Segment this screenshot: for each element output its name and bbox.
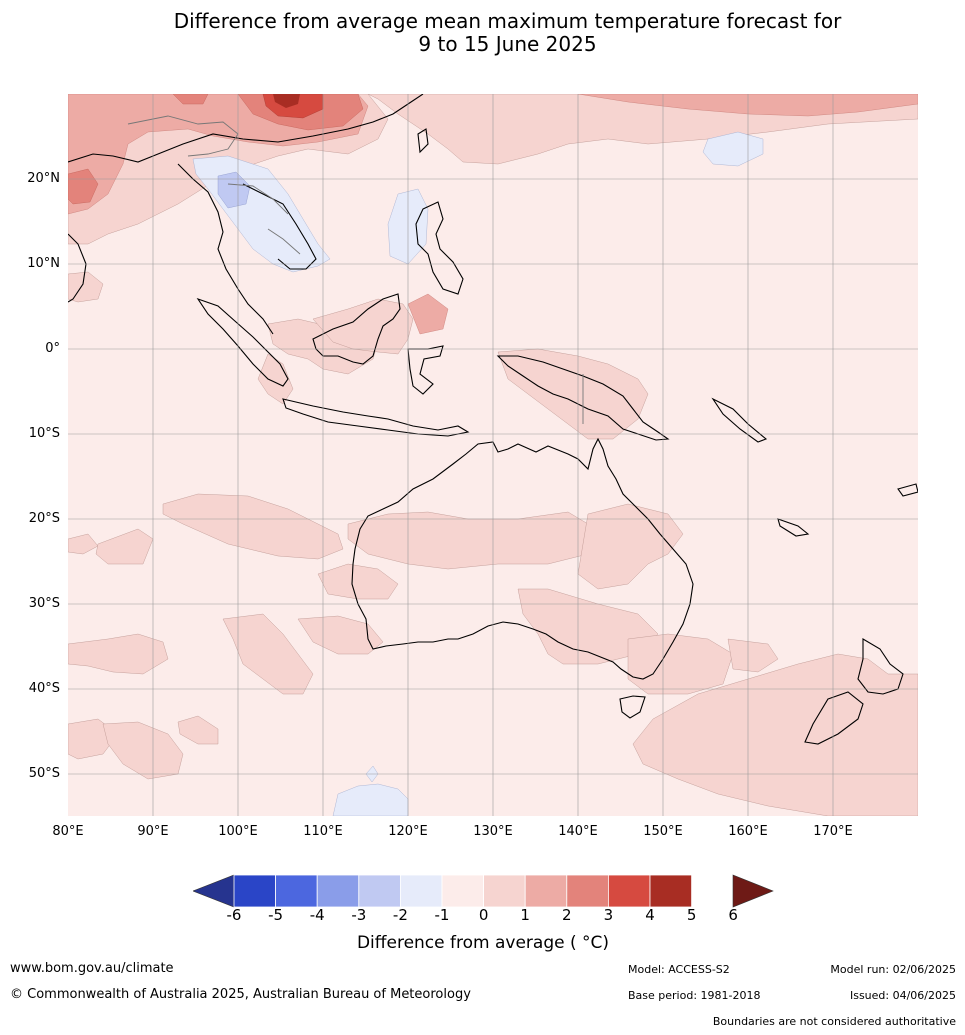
lat-label-10n: 10°N	[27, 256, 60, 271]
colorbar-tick-label: 0	[478, 906, 489, 924]
lat-label-30s: 30°S	[28, 596, 60, 611]
colorbar-tick-label: -5	[268, 906, 284, 924]
lon-label-100e: 100°E	[218, 824, 258, 839]
colorbar-tick-label: -1	[434, 906, 450, 924]
lon-label-120e: 120°E	[388, 824, 428, 839]
anomaly-5-6-regions	[273, 94, 300, 108]
colorbar-tick-label: 2	[562, 906, 572, 924]
lon-label-140e: 140°E	[558, 824, 598, 839]
lon-label-80e: 80°E	[52, 824, 84, 839]
colorbar-tick-label: -2	[392, 906, 408, 924]
lon-label-130e: 130°E	[473, 824, 513, 839]
lat-label-10s: 10°S	[28, 426, 60, 441]
footer-base-period: Base period: 1981-2018	[628, 989, 761, 1002]
footer-model-run: Model run: 02/06/2025	[830, 963, 956, 976]
colorbar-box	[607, 874, 651, 908]
colorbar-box	[524, 874, 568, 908]
colorbar-box	[358, 874, 401, 908]
colorbar-tick-label: 1	[520, 906, 530, 924]
temperature-anomaly-map	[68, 94, 918, 816]
anomaly-minus2-minus1-regions	[217, 171, 251, 209]
colorbar-tick-label: -4	[309, 906, 325, 924]
colorbar-box	[275, 874, 318, 908]
colorbar-tick-label: 4	[645, 906, 655, 924]
lat-label-50s: 50°S	[28, 766, 60, 781]
lon-label-90e: 90°E	[137, 824, 169, 839]
colorbar-max-extension	[732, 874, 774, 908]
lon-label-170e: 170°E	[813, 824, 853, 839]
footer-copyright: © Commonwealth of Australia 2025, Austra…	[10, 987, 471, 1002]
footer-disclaimer: Boundaries are not considered authoritat…	[712, 1015, 956, 1028]
colorbar-box	[233, 874, 276, 908]
colorbar-box	[399, 874, 443, 908]
colorbar-boxes	[233, 874, 692, 908]
lon-label-150e: 150°E	[643, 824, 683, 839]
colorbar-tick-label: -6	[226, 906, 242, 924]
lat-label-40s: 40°S	[28, 681, 60, 696]
colorbar	[193, 874, 774, 908]
map-title: Difference from average mean maximum tem…	[0, 10, 965, 56]
title-line-2: 9 to 15 June 2025	[418, 32, 597, 56]
colorbar-box	[316, 874, 360, 908]
map-canvas	[68, 94, 918, 816]
country-borders	[127, 115, 584, 424]
footer-website: www.bom.gov.au/climate	[10, 961, 174, 976]
colorbar-box	[649, 874, 692, 908]
colorbar-tick-label: 3	[603, 906, 614, 924]
colorbar-min-extension	[193, 874, 235, 908]
coastlines	[68, 94, 918, 745]
colorbar-label: Difference from average ( °C)	[356, 933, 610, 953]
lat-label-20s: 20°S	[28, 511, 60, 526]
lon-label-110e: 110°E	[303, 824, 343, 839]
title-line-1: Difference from average mean maximum tem…	[173, 9, 842, 33]
lat-label-20n: 20°N	[27, 171, 60, 186]
colorbar-box	[566, 874, 609, 908]
colorbar-box	[483, 874, 526, 908]
lon-label-160e: 160°E	[728, 824, 768, 839]
lat-label-0: 0°	[45, 341, 60, 356]
footer-issued: Issued: 04/06/2025	[849, 989, 956, 1002]
footer-model: Model: ACCESS-S2	[628, 963, 730, 976]
colorbar-tick-label: -3	[351, 906, 367, 924]
colorbar-tick-label: 6	[728, 906, 738, 924]
graticule	[68, 94, 918, 816]
colorbar-box	[441, 874, 484, 908]
colorbar-tick-label: 5	[686, 906, 697, 924]
